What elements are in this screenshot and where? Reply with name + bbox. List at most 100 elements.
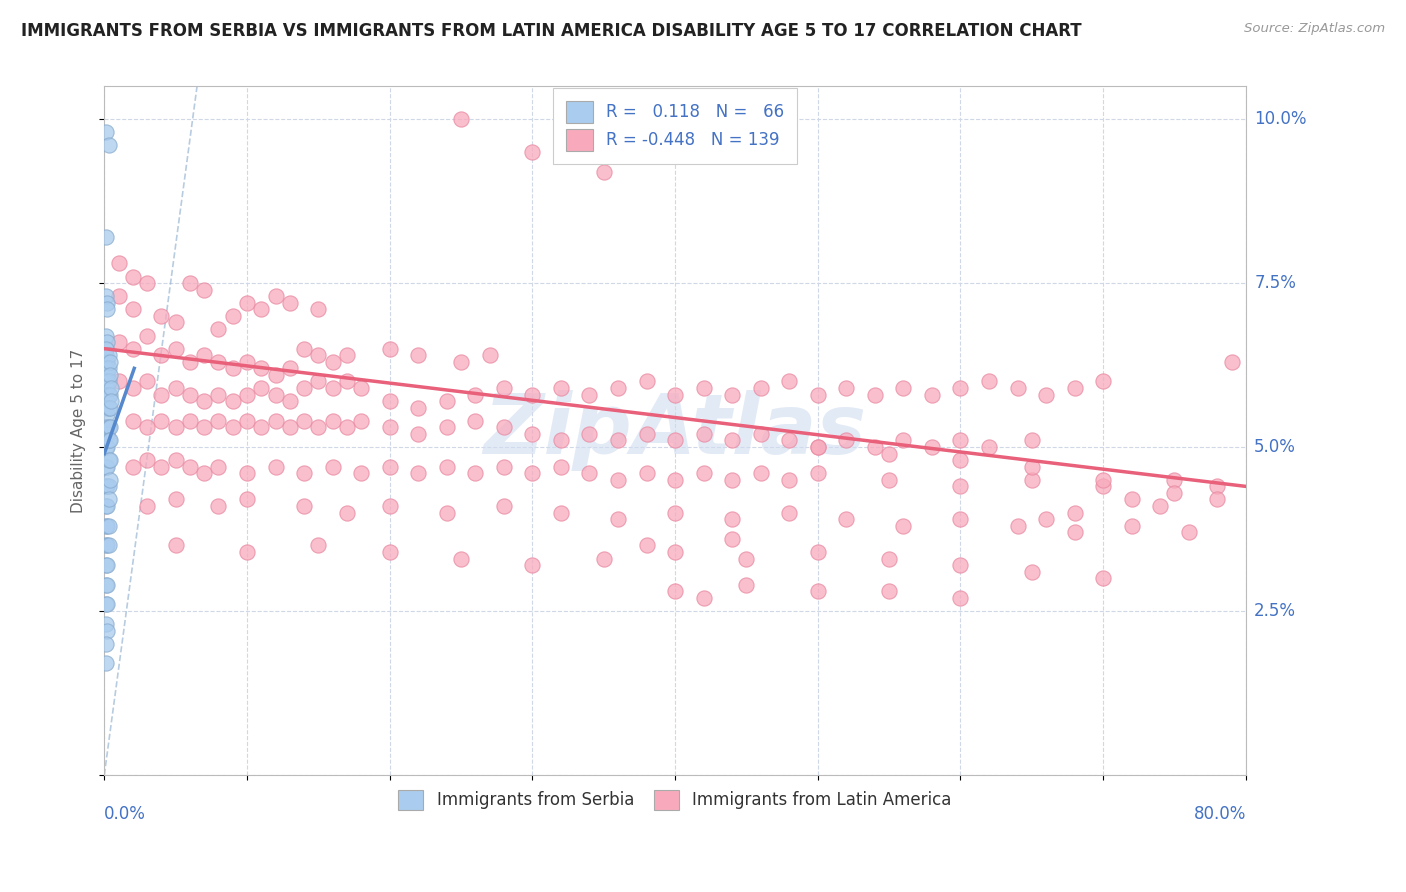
Point xyxy=(721,434,744,448)
Point xyxy=(136,328,159,343)
Point xyxy=(278,420,301,434)
Point xyxy=(96,558,118,572)
Point xyxy=(877,447,900,461)
Point xyxy=(179,459,201,474)
Point xyxy=(94,617,117,632)
Point xyxy=(97,420,120,434)
Point xyxy=(692,426,714,441)
Point xyxy=(336,420,359,434)
Point xyxy=(207,355,229,369)
Point xyxy=(94,538,117,552)
Point xyxy=(94,342,117,356)
Point xyxy=(450,112,472,127)
Point xyxy=(721,387,744,401)
Point xyxy=(664,434,686,448)
Point xyxy=(721,473,744,487)
Point xyxy=(98,401,121,415)
Point xyxy=(1021,459,1043,474)
Point xyxy=(97,387,120,401)
Point xyxy=(94,657,117,671)
Point xyxy=(522,467,544,481)
Point xyxy=(378,545,401,559)
Point xyxy=(949,381,972,395)
Point xyxy=(98,473,121,487)
Point xyxy=(436,459,458,474)
Point xyxy=(550,506,572,520)
Point xyxy=(450,355,472,369)
Point xyxy=(1220,355,1243,369)
Point xyxy=(1121,518,1143,533)
Point xyxy=(749,467,772,481)
Point xyxy=(136,375,159,389)
Point xyxy=(450,551,472,566)
Point xyxy=(94,499,117,513)
Point xyxy=(863,440,886,454)
Point xyxy=(136,499,159,513)
Point xyxy=(136,276,159,290)
Point xyxy=(121,342,143,356)
Point xyxy=(94,558,117,572)
Point xyxy=(350,414,373,428)
Point xyxy=(250,381,273,395)
Point xyxy=(636,467,658,481)
Point xyxy=(96,368,118,382)
Point xyxy=(94,375,117,389)
Point xyxy=(692,467,714,481)
Point xyxy=(94,598,117,612)
Point xyxy=(165,492,187,507)
Text: Source: ZipAtlas.com: Source: ZipAtlas.com xyxy=(1244,22,1385,36)
Point xyxy=(607,434,630,448)
Point xyxy=(378,342,401,356)
Point xyxy=(1206,479,1229,493)
Point xyxy=(807,440,830,454)
Point xyxy=(207,322,229,336)
Point xyxy=(96,459,118,474)
Point xyxy=(96,295,118,310)
Point xyxy=(193,348,215,362)
Point xyxy=(97,348,120,362)
Point xyxy=(250,302,273,317)
Point xyxy=(1092,479,1115,493)
Point xyxy=(150,348,173,362)
Point xyxy=(94,440,117,454)
Point xyxy=(97,361,120,376)
Point xyxy=(193,394,215,409)
Point xyxy=(891,434,914,448)
Point xyxy=(692,138,714,153)
Point xyxy=(378,394,401,409)
Point xyxy=(977,440,1000,454)
Point xyxy=(193,467,215,481)
Point xyxy=(207,387,229,401)
Point xyxy=(436,420,458,434)
Point xyxy=(96,578,118,592)
Point xyxy=(492,499,515,513)
Point xyxy=(98,434,121,448)
Point xyxy=(207,499,229,513)
Point xyxy=(222,420,245,434)
Point xyxy=(1121,492,1143,507)
Point xyxy=(636,426,658,441)
Text: 5.0%: 5.0% xyxy=(1254,438,1296,456)
Point xyxy=(1063,381,1085,395)
Point xyxy=(578,467,600,481)
Point xyxy=(949,591,972,605)
Text: 7.5%: 7.5% xyxy=(1254,274,1296,292)
Point xyxy=(97,453,120,467)
Point xyxy=(721,532,744,546)
Point xyxy=(236,387,259,401)
Point xyxy=(98,368,121,382)
Point xyxy=(1035,512,1057,526)
Point xyxy=(1035,387,1057,401)
Point xyxy=(664,387,686,401)
Point xyxy=(735,578,758,592)
Point xyxy=(98,355,121,369)
Point xyxy=(949,479,972,493)
Point xyxy=(107,375,129,389)
Point xyxy=(749,426,772,441)
Point xyxy=(891,381,914,395)
Point xyxy=(98,453,121,467)
Point xyxy=(165,381,187,395)
Point xyxy=(807,584,830,599)
Point xyxy=(692,381,714,395)
Point xyxy=(522,426,544,441)
